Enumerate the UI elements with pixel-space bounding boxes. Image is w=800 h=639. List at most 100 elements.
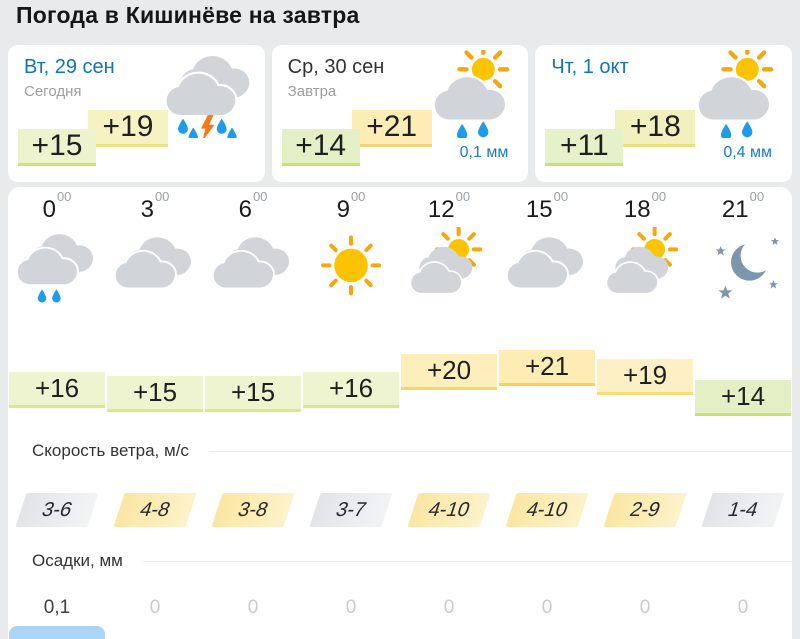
hour-cell xyxy=(596,225,694,313)
time-minutes: 00 xyxy=(455,189,471,204)
wind-speed-badge: 1-4 xyxy=(701,493,785,527)
day-card-subtitle: Завтра xyxy=(287,83,337,100)
wind-cell: 3-6 xyxy=(8,486,106,528)
wind-label-text: Скорость ветра, м/с xyxy=(32,441,189,460)
temp-step-badge: +14 xyxy=(695,380,791,417)
time-label: 3 00 xyxy=(106,189,204,224)
time-minutes: 00 xyxy=(252,189,268,204)
time-label: 9 00 xyxy=(302,189,400,224)
temp-value: +20 xyxy=(426,355,472,386)
precip-value: 0 xyxy=(541,597,553,618)
time-hour: 15 xyxy=(525,196,553,223)
time-label: 12 00 xyxy=(400,189,498,224)
precip-value: 0 xyxy=(639,597,651,618)
temp-min-value: +11 xyxy=(560,129,609,162)
wind-value: 3-8 xyxy=(235,498,272,521)
hour-cell xyxy=(694,227,792,313)
wind-cell: 4-8 xyxy=(106,486,204,528)
day-cards-row: Вт, 29 сен Сегодня +15 +19 Ср, 30 сен За… xyxy=(8,43,793,182)
time-label: 6 00 xyxy=(204,189,302,224)
temp-value: +19 xyxy=(622,359,668,390)
hour-cell xyxy=(302,227,400,313)
precip-value: 0 xyxy=(737,597,749,618)
partly-cloudy-icon xyxy=(409,225,489,307)
page-title: Погода в Кишинёве на завтра xyxy=(16,2,360,28)
precip-value: 0 xyxy=(443,597,455,618)
precip-bars-row xyxy=(8,626,792,639)
day-card-date-link[interactable]: Вт, 29 сен xyxy=(24,56,115,78)
temp-min-value: +14 xyxy=(295,129,347,162)
precip-cell: 0,1 xyxy=(8,594,106,622)
precip-value: 0,1 xyxy=(43,597,71,618)
temp-min-badge: +15 xyxy=(18,129,96,166)
precip-cell: 0 xyxy=(596,594,694,622)
wind-value: 1-4 xyxy=(725,498,762,521)
temp-cell: +16 xyxy=(302,350,400,430)
wind-value: 4-8 xyxy=(137,498,174,521)
divider-line xyxy=(142,560,792,562)
time-hour: 18 xyxy=(623,196,651,223)
wind-row: 3-6 4-8 3-8 3-7 4-10 4-10 2-9 1-4 xyxy=(8,486,792,528)
precip-bar-cell xyxy=(8,626,106,639)
precip-bar xyxy=(9,626,105,639)
time-hour: 12 xyxy=(427,196,455,223)
wind-speed-badge: 3-8 xyxy=(211,493,295,527)
temp-max-badge: +21 xyxy=(351,110,432,147)
temp-cell: +14 xyxy=(694,350,792,430)
precip-value: 0 xyxy=(149,597,161,618)
temp-max-badge: +19 xyxy=(88,110,168,147)
time-hour: 3 xyxy=(140,196,154,223)
precip-value: 0 xyxy=(345,597,357,618)
wind-cell: 1-4 xyxy=(694,486,792,528)
sun-rain-cloud-icon xyxy=(691,43,779,140)
time-hour: 6 xyxy=(238,196,252,223)
temp-cell: +19 xyxy=(596,350,694,430)
wind-speed-badge: 2-9 xyxy=(603,493,687,527)
wind-speed-badge: 4-10 xyxy=(407,493,491,527)
temp-step-badge: +16 xyxy=(303,371,399,408)
temp-cell: +20 xyxy=(400,350,498,430)
storm-rain-cloud-icon xyxy=(164,50,252,142)
temp-cell: +16 xyxy=(8,350,106,430)
temp-step-badge: +15 xyxy=(205,375,301,412)
sun-rain-cloud-icon xyxy=(427,43,515,140)
wind-section-label: Скорость ветра, м/с xyxy=(32,439,792,463)
day-card-thursday[interactable]: Чт, 1 окт +11 +18 0,4 мм xyxy=(535,43,793,182)
temp-cell: +15 xyxy=(106,350,204,430)
day-card-tomorrow-selected[interactable]: Ср, 30 сен Завтра +14 +21 0,1 мм xyxy=(271,43,529,182)
precip-bar-cell xyxy=(106,626,204,639)
hour-cell xyxy=(106,227,204,313)
time-minutes: 00 xyxy=(749,189,765,204)
time-label: 21 00 xyxy=(694,189,792,224)
hour-labels-row: 0 00 3 00 6 00 9 00 12 00 15 00 18 00 21 00 xyxy=(8,189,792,224)
precip-row: 0,1 0 0 0 0 0 0 0 xyxy=(8,594,792,622)
day-card-today[interactable]: Вт, 29 сен Сегодня +15 +19 xyxy=(8,45,265,182)
precip-bar-cell xyxy=(596,626,694,639)
time-minutes: 00 xyxy=(553,189,569,204)
cloudy-icon xyxy=(505,227,587,307)
temp-min-value: +15 xyxy=(31,129,83,162)
divider-line xyxy=(208,450,792,452)
precip-section-label: Осадки, мм xyxy=(32,549,792,573)
temp-step-badge: +19 xyxy=(597,358,693,395)
temp-max-value: +19 xyxy=(102,110,154,143)
wind-cell: 3-8 xyxy=(204,486,302,528)
temp-step-badge: +15 xyxy=(107,375,203,412)
wind-cell: 3-7 xyxy=(302,486,400,528)
temp-value: +15 xyxy=(132,376,178,407)
day-card-date-link[interactable]: Чт, 1 окт xyxy=(551,56,629,78)
wind-value: 4-10 xyxy=(425,498,473,521)
hourly-forecast-panel: 0 00 3 00 6 00 9 00 12 00 15 00 18 00 21 00 +16 … xyxy=(8,187,792,639)
temp-max-badge: +18 xyxy=(615,110,696,147)
wind-speed-badge: 4-10 xyxy=(505,493,589,527)
day-card-subtitle: Сегодня xyxy=(24,83,82,100)
wind-speed-badge: 3-7 xyxy=(309,493,393,527)
temp-step-badge: +16 xyxy=(9,371,105,408)
temp-step-badge: +20 xyxy=(401,354,497,391)
wind-cell: 4-10 xyxy=(400,486,498,528)
wind-value: 3-6 xyxy=(39,498,76,521)
wind-speed-badge: 4-8 xyxy=(113,493,197,527)
temp-value: +14 xyxy=(720,381,766,412)
time-label: 18 00 xyxy=(596,189,694,224)
precip-cell: 0 xyxy=(498,594,596,622)
